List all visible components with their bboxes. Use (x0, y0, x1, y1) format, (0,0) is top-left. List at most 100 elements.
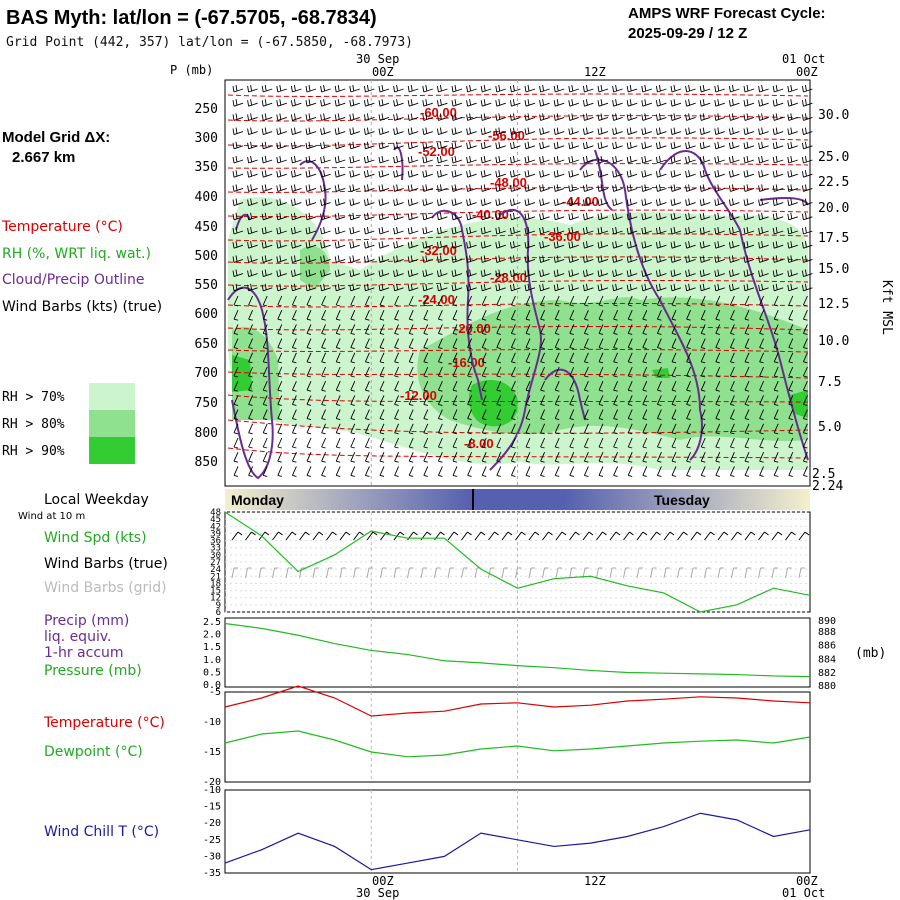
main-barb (569, 466, 575, 477)
main-barb (685, 127, 696, 136)
main-barb (262, 409, 268, 421)
main-barb (436, 141, 448, 150)
main-barb (758, 184, 769, 192)
main-barb (364, 366, 370, 378)
main-barb (378, 283, 390, 292)
p-tick-750: 750 (195, 396, 218, 411)
main-barb (788, 381, 794, 392)
main-barb (466, 198, 477, 207)
main-barb (670, 283, 682, 292)
main-barb (685, 283, 696, 292)
main-barb (759, 352, 765, 364)
main-barb (553, 283, 565, 292)
main-barb (728, 184, 740, 192)
main-barb (743, 184, 755, 192)
main-barb (350, 409, 356, 421)
main-barb (656, 437, 662, 449)
main-barb (670, 226, 682, 235)
main-barb (422, 255, 433, 263)
main-barb (597, 198, 609, 207)
main-barb (801, 113, 813, 121)
main-barb (495, 283, 506, 292)
main-barb (714, 184, 725, 192)
wind-tick: 15 (210, 587, 221, 597)
main-barb (232, 155, 244, 164)
main-barb (335, 437, 341, 449)
main-barb (773, 466, 779, 477)
p-tick-650: 650 (195, 337, 218, 352)
main-barb (685, 241, 696, 249)
main-barb (728, 241, 740, 249)
main-barb (699, 127, 711, 136)
main-barb (583, 366, 589, 378)
main-barb (670, 155, 682, 164)
main-barb (802, 310, 808, 321)
main-barb (247, 226, 258, 235)
main-barb (423, 466, 429, 477)
main-barb (422, 283, 433, 292)
main-barb (334, 113, 346, 121)
main-barb (582, 127, 594, 136)
main-barb (291, 352, 297, 364)
main-barb (642, 452, 648, 463)
main-barb (276, 155, 287, 164)
main-barb (641, 269, 652, 278)
main-barb (408, 295, 414, 307)
main-barb (802, 352, 808, 364)
main-barb (772, 141, 784, 150)
main-barb (656, 310, 662, 321)
main-barb (597, 113, 609, 121)
main-barb (232, 99, 244, 107)
main-barb (248, 395, 254, 406)
main-barb (233, 295, 239, 307)
main-barb (262, 437, 268, 449)
main-barb (350, 352, 356, 364)
main-barb (481, 381, 487, 392)
wind-tick: 18 (210, 579, 221, 589)
main-barb (699, 113, 711, 121)
top-time-00z-b: 00Z (796, 65, 818, 79)
main-barb (407, 127, 419, 136)
main-barb (334, 184, 346, 192)
main-barb (802, 452, 808, 463)
main-barb (262, 338, 268, 350)
main-barb (378, 155, 390, 164)
main-barb (262, 324, 268, 335)
main-barb (671, 466, 677, 477)
main-barb (480, 269, 492, 278)
main-barb (423, 423, 429, 435)
main-barb (261, 99, 273, 107)
rh70-swatch (89, 383, 135, 410)
wind-barb (542, 531, 553, 541)
weekday-bar (225, 489, 810, 510)
temp-label-m56: -56.00 (488, 128, 525, 143)
main-barb (597, 255, 609, 263)
main-barb (261, 141, 273, 150)
main-barb (363, 241, 375, 249)
main-barb (540, 381, 546, 392)
main-barb (436, 184, 448, 192)
main-barb (436, 255, 448, 263)
wind-gridlines (225, 511, 810, 613)
main-barb (480, 184, 492, 192)
main-barb (248, 423, 254, 435)
main-barb (290, 141, 302, 150)
pressure-label: Pressure (mb) (44, 663, 142, 679)
bottom-time-12z: 12Z (584, 874, 606, 888)
chill-tick: -10 (203, 785, 221, 796)
main-barb (598, 466, 604, 477)
main-barb (714, 113, 725, 121)
main-barb (290, 184, 302, 192)
main-barb (321, 366, 327, 378)
main-barb (305, 127, 317, 136)
wind-barb (582, 531, 594, 541)
grid-barb (569, 567, 576, 579)
main-barb (379, 324, 385, 335)
main-barb (525, 381, 531, 392)
main-barb (524, 155, 536, 164)
main-barb (248, 324, 254, 335)
main-barb (306, 409, 312, 421)
main-barb (627, 395, 633, 406)
main-barb (714, 84, 725, 93)
main-barb (480, 84, 492, 93)
